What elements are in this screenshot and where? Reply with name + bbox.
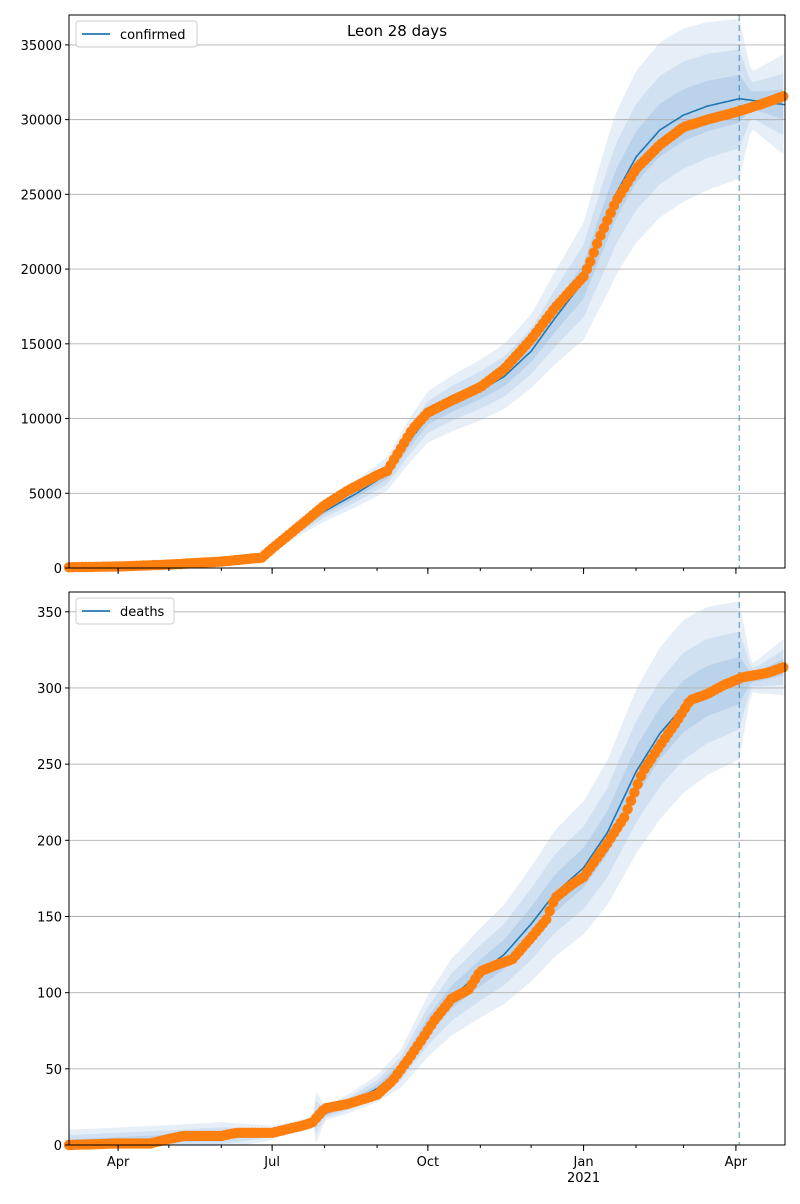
confidence-band-3 — [69, 74, 784, 568]
observed-point — [544, 905, 555, 917]
figure-title: Leon 28 days — [347, 22, 447, 40]
observed-point — [622, 804, 633, 815]
x-tick-label: Jul — [263, 1155, 280, 1170]
observed-point — [625, 795, 637, 806]
observed-point — [632, 779, 643, 790]
y-tick-label: 100 — [37, 987, 62, 1002]
legend: confirmed — [75, 20, 198, 48]
y-tick-label: 350 — [37, 606, 62, 621]
y-tick-label: 35000 — [21, 39, 62, 54]
legend-label: deaths — [120, 605, 165, 620]
y-tick-label: 150 — [37, 910, 62, 925]
observed-point — [778, 91, 789, 102]
y-tick-label: 30000 — [21, 114, 62, 129]
legend-label: confirmed — [120, 28, 186, 43]
confidence-band-1 — [69, 18, 784, 568]
deaths-axes: 0 50 100 150 200 250 300 350 deaths Apr Jul Oct Jan2… — [37, 591, 789, 1186]
y-tick-label: 20000 — [21, 263, 62, 278]
y-tick-label: 0 — [54, 1139, 62, 1154]
confirmed-axes: 0 5000 10000 15000 20000 25000 30000 35000 confi… — [21, 14, 789, 577]
y-tick-label: 5000 — [29, 487, 62, 502]
observed-point — [619, 812, 630, 823]
legend-box — [75, 20, 198, 48]
x-tick-label: Jan — [573, 1155, 594, 1170]
observed-point — [588, 247, 599, 258]
x-tick-sublabel: 2021 — [567, 1171, 600, 1186]
axes-frame — [68, 14, 786, 569]
x-tick-label: Apr — [725, 1155, 748, 1170]
y-tick-label: 25000 — [21, 188, 62, 203]
y-tick-label: 10000 — [21, 413, 62, 428]
y-tick-label: 15000 — [21, 338, 62, 353]
y-tick-label: 50 — [45, 1063, 62, 1078]
legend-box — [75, 597, 175, 625]
y-tick-label: 300 — [37, 682, 62, 697]
observed-point — [591, 238, 603, 249]
observed-point — [629, 787, 640, 798]
y-tick-label: 200 — [37, 834, 62, 849]
observed-point — [541, 914, 552, 925]
confidence-band-2 — [69, 49, 784, 568]
observed-point — [585, 256, 596, 267]
legend: deaths — [75, 597, 175, 625]
confidence-band-3 — [69, 656, 784, 1145]
x-tick-label: Oct — [417, 1155, 439, 1170]
observed-point — [778, 662, 789, 673]
y-tick-label: 250 — [37, 758, 62, 773]
x-tick-label: Apr — [107, 1155, 130, 1170]
y-tick-label: 0 — [54, 562, 62, 577]
axes-frame — [68, 591, 786, 1146]
